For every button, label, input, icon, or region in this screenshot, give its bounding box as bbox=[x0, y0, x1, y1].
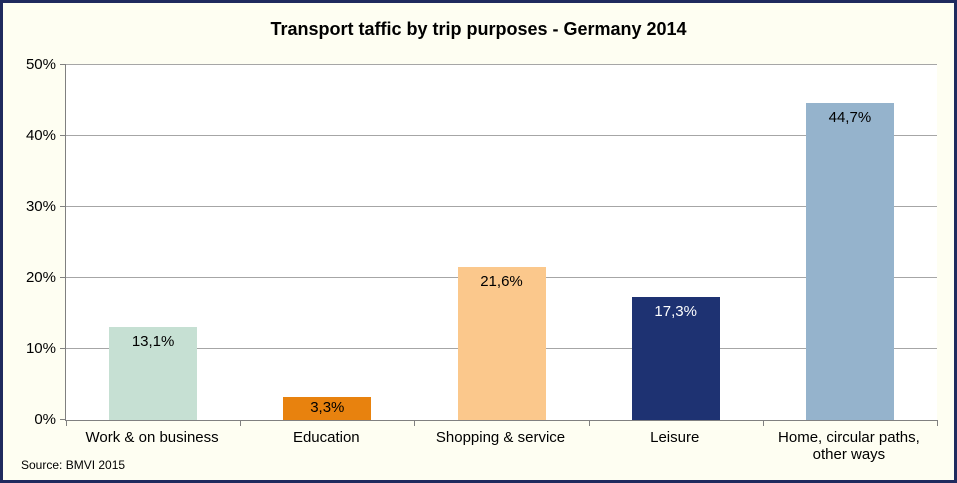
bar: 44,7% bbox=[805, 102, 894, 420]
x-axis-labels: Work & on business Education Shopping & se… bbox=[65, 429, 936, 463]
y-tick-label: 10% bbox=[25, 340, 56, 357]
x-tick-label: Work & on business bbox=[85, 429, 219, 446]
chart-title: Transport taffic by trip purposes - Germ… bbox=[270, 19, 687, 39]
bar-value-label: 17,3% bbox=[654, 303, 697, 321]
bar: 3,3% bbox=[283, 396, 372, 420]
gridline bbox=[66, 64, 937, 65]
bar-value-label: 3,3% bbox=[310, 399, 345, 417]
x-axis-tick bbox=[66, 420, 67, 426]
bars-layer: 13,1% 3,3% 21,6% 17,3% 44,7% bbox=[66, 65, 937, 420]
bar-column: 21,6% bbox=[414, 65, 588, 420]
plot-area: 0% 10% 20% 30% 40% 50% 13,1% 3,3% 21,6% 17,3% 44,… bbox=[26, 56, 938, 428]
x-axis-tick bbox=[588, 420, 590, 426]
bar-value-label: 44,7% bbox=[828, 108, 872, 126]
bar: 21,6% bbox=[457, 266, 546, 420]
bar-column: 3,3% bbox=[240, 65, 414, 420]
x-tick-label: Shopping & service bbox=[435, 429, 566, 446]
bar-column: 13,1% bbox=[66, 65, 240, 420]
x-axis-tick bbox=[240, 420, 242, 426]
gridline bbox=[66, 206, 937, 207]
y-tick-label: 20% bbox=[25, 269, 56, 286]
y-tick-label: 40% bbox=[25, 127, 56, 144]
y-tick-label: 0% bbox=[34, 411, 56, 428]
x-tick-label: Home, circular paths, other ways bbox=[778, 429, 920, 463]
bar-column: 17,3% bbox=[589, 65, 763, 420]
y-axis-tick bbox=[60, 419, 66, 420]
x-axis-tick bbox=[762, 420, 764, 426]
source-note: Source: BMVI 2015 bbox=[21, 458, 126, 472]
y-axis-tick bbox=[60, 206, 66, 207]
y-axis-tick bbox=[60, 348, 66, 349]
y-axis-tick bbox=[60, 277, 66, 278]
bar-value-label: 13,1% bbox=[131, 333, 175, 350]
x-tick-label: Education bbox=[292, 429, 360, 446]
x-axis-tick bbox=[414, 420, 416, 426]
y-tick-label: 50% bbox=[25, 56, 56, 73]
bar-column: 44,7% bbox=[763, 65, 937, 420]
y-axis-tick bbox=[60, 64, 66, 65]
x-axis-tick bbox=[937, 420, 938, 426]
bar-value-label: 21,6% bbox=[480, 272, 523, 290]
bar: 17,3% bbox=[631, 297, 720, 420]
y-tick-label: 30% bbox=[25, 198, 56, 215]
x-tick-label: Leisure bbox=[650, 429, 700, 446]
gridline bbox=[66, 135, 937, 136]
y-axis-tick bbox=[60, 135, 66, 136]
bar: 13,1% bbox=[109, 327, 198, 420]
